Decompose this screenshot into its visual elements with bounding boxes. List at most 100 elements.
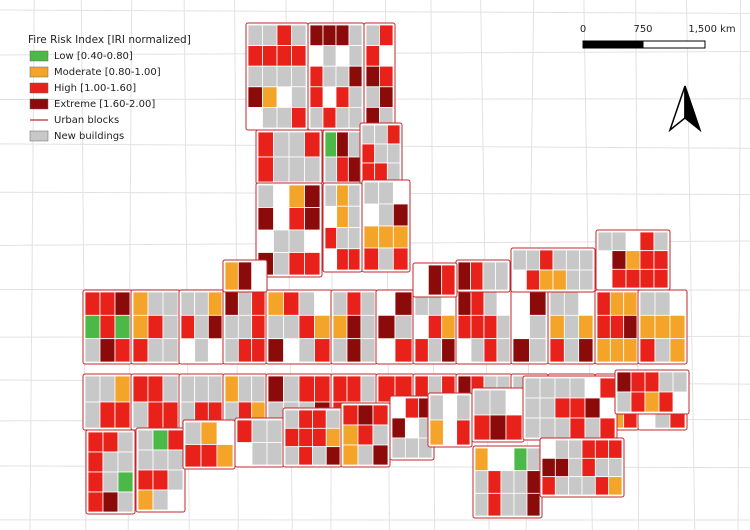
building (596, 338, 611, 363)
building (224, 375, 239, 403)
building (541, 457, 556, 478)
building (672, 371, 688, 393)
building (207, 291, 223, 316)
building (304, 207, 321, 231)
building (117, 431, 134, 453)
building (569, 397, 586, 419)
building (335, 86, 350, 108)
building (348, 65, 363, 88)
building (529, 291, 547, 316)
building (84, 338, 101, 363)
building (669, 314, 686, 340)
building (298, 375, 315, 403)
building (132, 338, 149, 363)
building (625, 250, 641, 270)
building (379, 65, 394, 88)
building (346, 338, 362, 363)
building (495, 261, 509, 291)
building (291, 107, 307, 129)
building (609, 314, 625, 340)
building (114, 314, 131, 340)
building (283, 375, 300, 403)
building (147, 375, 164, 403)
building (549, 291, 565, 316)
building (456, 419, 471, 446)
building (470, 261, 484, 291)
building (298, 314, 315, 340)
building (342, 404, 359, 426)
building (596, 291, 611, 316)
building (267, 375, 284, 403)
building (404, 397, 420, 419)
building (363, 181, 380, 205)
building (578, 338, 594, 363)
building (474, 470, 489, 494)
building (394, 314, 413, 340)
building (288, 252, 305, 276)
building (579, 249, 594, 271)
building (512, 249, 527, 271)
building (224, 338, 239, 363)
building (347, 205, 361, 228)
building (360, 314, 376, 340)
building (266, 419, 283, 443)
building (441, 338, 456, 363)
building (597, 231, 613, 252)
legend-title: Fire Risk Index [IRI normalized] (28, 34, 191, 46)
building (147, 291, 164, 316)
building (549, 338, 565, 363)
building (224, 291, 239, 316)
building (654, 314, 671, 340)
building (372, 444, 389, 466)
building (500, 492, 515, 517)
building (658, 371, 674, 393)
building (611, 268, 627, 289)
building (288, 131, 305, 158)
building (200, 444, 218, 468)
building (539, 269, 554, 291)
building (180, 375, 196, 403)
building (267, 314, 284, 340)
building (526, 470, 541, 494)
building (525, 249, 541, 271)
building (273, 252, 290, 276)
building (346, 314, 362, 340)
building (336, 227, 349, 250)
building (262, 107, 278, 129)
building (237, 261, 253, 291)
building (332, 338, 348, 363)
building (500, 470, 515, 494)
building (291, 65, 307, 88)
building (347, 184, 361, 207)
building (483, 291, 498, 316)
building (473, 414, 491, 441)
building (336, 156, 349, 183)
building (374, 124, 388, 145)
building (611, 250, 627, 270)
building (257, 207, 274, 231)
building (335, 65, 350, 88)
building (247, 65, 263, 88)
building (554, 417, 571, 439)
building (539, 377, 556, 399)
building (284, 446, 300, 466)
building (386, 162, 401, 183)
building (630, 371, 646, 393)
building (251, 338, 266, 363)
building (237, 375, 253, 403)
building (273, 156, 290, 183)
street (737, 0, 742, 530)
building (137, 429, 154, 451)
building (563, 291, 580, 316)
building (152, 489, 169, 511)
building (584, 417, 601, 439)
building (357, 444, 374, 466)
building (114, 375, 131, 403)
building (87, 471, 104, 493)
building (184, 421, 202, 445)
building (441, 264, 456, 296)
building (162, 291, 179, 316)
building (581, 439, 596, 459)
building (608, 439, 623, 459)
building (291, 24, 307, 47)
